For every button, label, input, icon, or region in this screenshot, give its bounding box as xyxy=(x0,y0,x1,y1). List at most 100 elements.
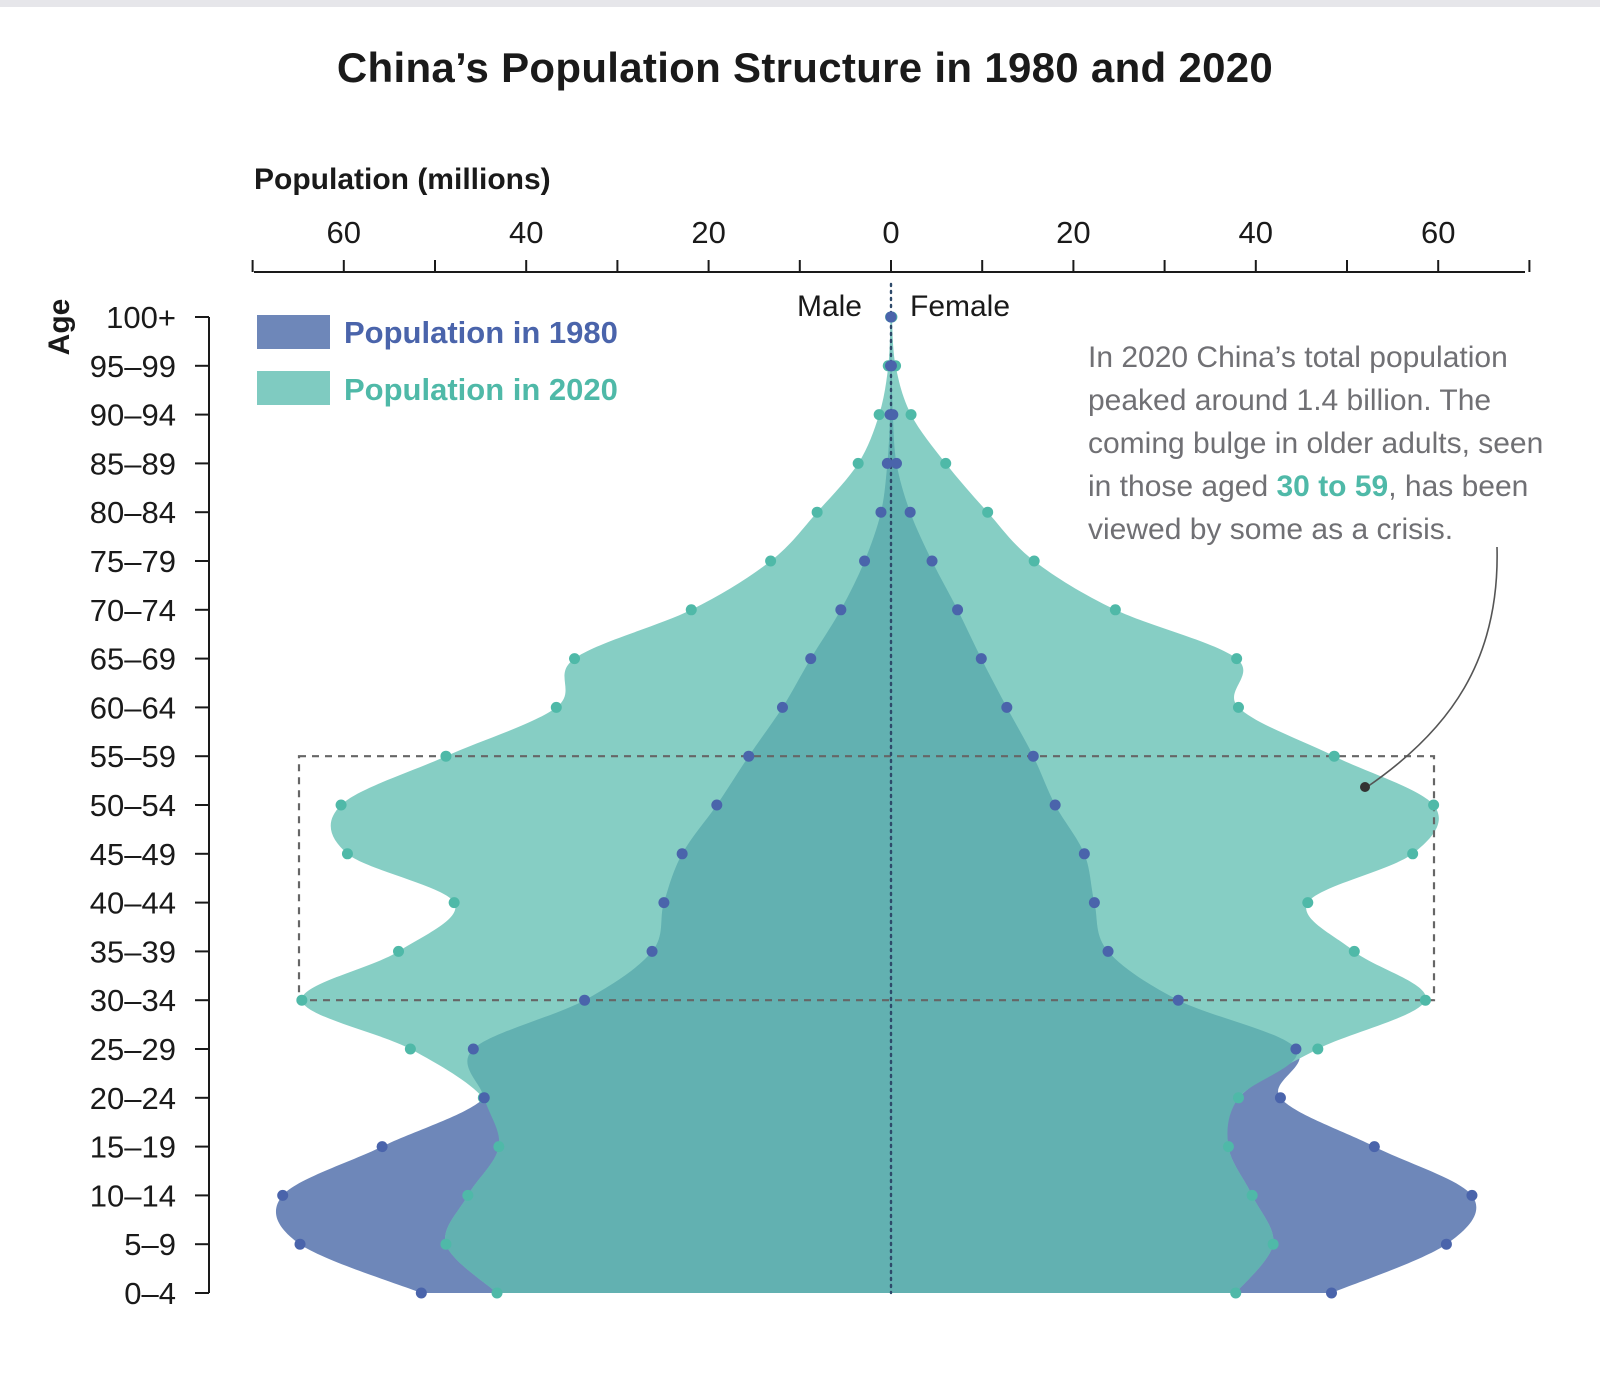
y-axis: 0–4 5–9 10–14 15–19 20–24 25–29 30–34 35–39 40–4… xyxy=(90,300,210,1311)
y-tick-label: 40–44 xyxy=(90,886,176,921)
point-1980-female xyxy=(904,506,916,518)
y-tick-label: 80–84 xyxy=(90,495,176,530)
point-2020-female xyxy=(1231,653,1243,665)
point-2020-female xyxy=(905,409,917,421)
point-2020-female xyxy=(1230,1287,1242,1299)
annotation-leader-line xyxy=(1366,546,1498,788)
point-1980-female xyxy=(926,555,938,567)
x-tick-label: 40 xyxy=(509,215,543,250)
point-2020-female xyxy=(1232,1092,1244,1104)
point-2020-female xyxy=(1419,994,1431,1006)
point-2020-male xyxy=(404,1043,416,1055)
point-1980-male xyxy=(415,1287,427,1299)
point-1980-female xyxy=(1325,1287,1337,1299)
point-1980-male xyxy=(658,897,670,909)
point-2020-male xyxy=(335,799,347,811)
y-tick-label: 15–19 xyxy=(90,1130,176,1165)
y-tick-label: 5–9 xyxy=(124,1227,176,1262)
point-1980-male xyxy=(579,994,591,1006)
male-label: Male xyxy=(797,290,862,323)
point-1980-male xyxy=(743,750,755,762)
x-tick-label: 40 xyxy=(1239,215,1273,250)
point-1980-female xyxy=(1368,1141,1380,1153)
x-tick-label: 20 xyxy=(691,215,725,250)
point-2020-female xyxy=(1222,1141,1234,1153)
point-2020-male xyxy=(493,1141,505,1153)
point-1980-male xyxy=(881,457,893,469)
y-tick-label: 55–59 xyxy=(90,739,176,774)
point-1980-male xyxy=(805,653,817,665)
x-tick-label: 60 xyxy=(327,215,361,250)
point-2020-female xyxy=(1232,701,1244,713)
point-1980-male xyxy=(376,1141,388,1153)
annotation-highlight: 30 to 59 xyxy=(1276,470,1389,503)
point-2020-male xyxy=(440,1238,452,1250)
point-2020-male xyxy=(550,701,562,713)
y-tick-label: 90–94 xyxy=(90,398,176,433)
y-tick-label: 45–49 xyxy=(90,837,176,872)
x-tick-label: 0 xyxy=(882,215,899,250)
pyramid-areas xyxy=(275,317,1477,1293)
point-2020-female xyxy=(1302,897,1314,909)
point-2020-male xyxy=(685,604,697,616)
y-tick-label: 100+ xyxy=(106,300,176,335)
overlap-area xyxy=(445,317,1298,1293)
legend-swatch-2020 xyxy=(257,371,330,405)
point-1980-female xyxy=(1049,799,1061,811)
y-tick-label: 95–99 xyxy=(90,349,176,384)
point-1980-female xyxy=(1274,1092,1286,1104)
x-tick-label: 20 xyxy=(1056,215,1090,250)
point-2020-female xyxy=(1428,799,1440,811)
chart-title: China’s Population Structure in 1980 and… xyxy=(336,44,1274,91)
point-1980-female xyxy=(1466,1189,1478,1201)
point-1980-female xyxy=(885,360,897,372)
point-1980-female xyxy=(1088,897,1100,909)
legend-swatch-1980 xyxy=(257,315,330,349)
y-tick-label: 60–64 xyxy=(90,690,176,725)
point-1980-male xyxy=(676,848,688,860)
annotation-text-after: , has been viewed by some as a crisis. xyxy=(1088,470,1529,546)
point-2020-female xyxy=(1246,1189,1258,1201)
point-2020-female xyxy=(1348,945,1360,957)
point-2020-male xyxy=(296,994,308,1006)
x-axis: 60 40 20 0 20 40 60 xyxy=(251,215,1531,273)
legend-label-1980: Population in 1980 xyxy=(344,315,618,350)
point-1980-female xyxy=(1172,994,1184,1006)
point-1980-male xyxy=(277,1189,289,1201)
y-tick-label: 30–34 xyxy=(90,983,176,1018)
point-1980-male xyxy=(646,945,658,957)
point-1980-male xyxy=(711,799,723,811)
annotation-text-before: In 2020 China’s total population peaked … xyxy=(1088,341,1544,503)
point-2020-male xyxy=(811,506,823,518)
y-tick-label: 0–4 xyxy=(124,1276,176,1311)
y-tick-label: 50–54 xyxy=(90,788,176,823)
y-tick-label: 70–74 xyxy=(90,593,176,628)
point-2020-male xyxy=(491,1287,503,1299)
legend-label-2020: Population in 2020 xyxy=(344,372,618,407)
annotation-leader-dot xyxy=(1360,782,1370,792)
point-1980-male xyxy=(835,604,847,616)
point-1980-female xyxy=(952,604,964,616)
point-2020-male xyxy=(393,945,405,957)
point-2020-male xyxy=(440,750,452,762)
point-1980-female xyxy=(1290,1043,1302,1055)
point-1980-female xyxy=(885,311,897,323)
point-2020-female xyxy=(1407,848,1419,860)
point-2020-male xyxy=(569,653,581,665)
point-2020-female xyxy=(1267,1238,1279,1250)
point-1980-female xyxy=(887,409,899,421)
point-2020-female xyxy=(982,506,994,518)
y-tick-label: 65–69 xyxy=(90,642,176,677)
point-2020-female xyxy=(1028,555,1040,567)
point-1980-male xyxy=(478,1092,490,1104)
point-2020-male xyxy=(765,555,777,567)
point-1980-female xyxy=(1440,1238,1452,1250)
point-1980-male xyxy=(776,701,788,713)
y-tick-label: 10–14 xyxy=(90,1178,176,1213)
y-axis-title: Age xyxy=(43,299,76,356)
point-1980-female xyxy=(1001,701,1013,713)
point-1980-male xyxy=(294,1238,306,1250)
point-2020-male xyxy=(448,897,460,909)
female-label: Female xyxy=(910,290,1010,323)
